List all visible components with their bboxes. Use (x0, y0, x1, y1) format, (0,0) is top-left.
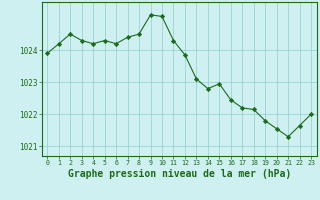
X-axis label: Graphe pression niveau de la mer (hPa): Graphe pression niveau de la mer (hPa) (68, 169, 291, 179)
